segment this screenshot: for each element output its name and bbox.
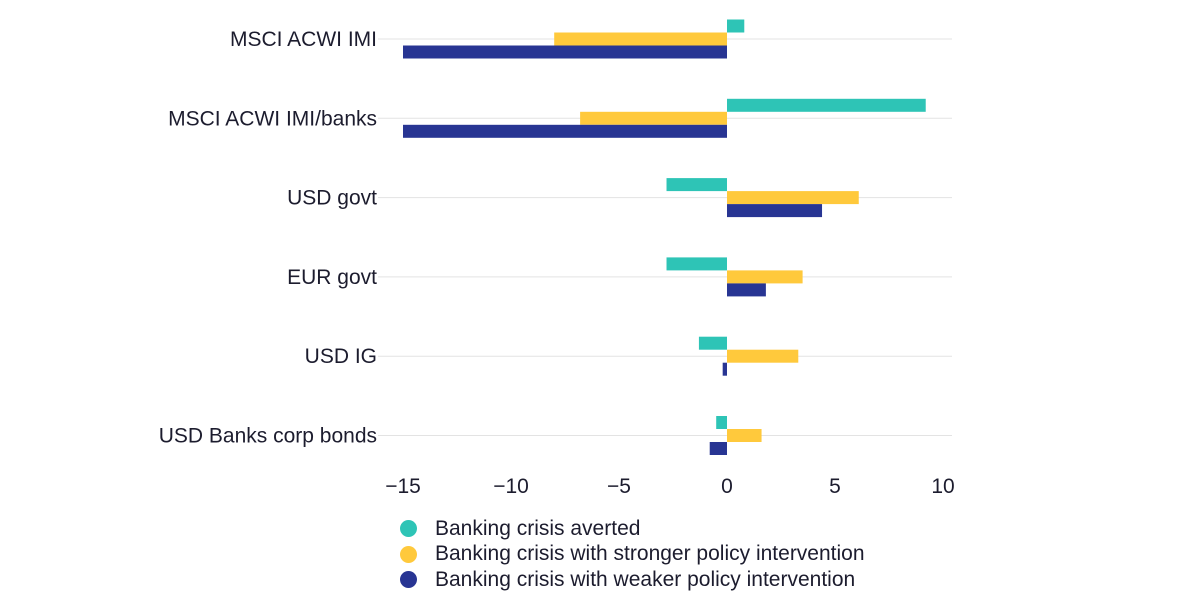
legend-item-stronger[interactable]: Banking crisis with stronger policy inte… — [400, 542, 865, 568]
legend-label: Banking crisis averted — [435, 516, 641, 540]
bars — [403, 19, 926, 455]
category-labels: MSCI ACWI IMI MSCI ACWI IMI/banks USD govt… — [159, 28, 377, 448]
legend-dot-stronger — [400, 545, 417, 563]
bar — [554, 32, 727, 46]
category-label: USD IG — [305, 345, 377, 368]
bar — [727, 283, 766, 297]
bar — [727, 349, 799, 363]
x-tick-label: −15 — [385, 475, 421, 498]
bar — [580, 111, 727, 125]
category-label: MSCI ACWI IMI — [230, 28, 377, 51]
x-tick-label: 10 — [931, 475, 954, 498]
bar — [727, 98, 926, 112]
x-tick-label: 5 — [829, 475, 841, 498]
bar — [403, 45, 727, 59]
category-label: USD govt — [287, 187, 377, 210]
bar — [727, 19, 745, 33]
category-label: EUR govt — [287, 266, 377, 289]
category-label: USD Banks corp bonds — [159, 425, 377, 448]
bar — [403, 124, 727, 138]
legend-item-averted[interactable]: Banking crisis averted — [400, 516, 865, 542]
bar — [666, 178, 727, 192]
bar — [727, 204, 823, 218]
legend-label: Banking crisis with stronger policy inte… — [435, 542, 865, 566]
legend-item-weaker[interactable]: Banking crisis with weaker policy interv… — [400, 567, 865, 593]
x-tick-label: −10 — [493, 475, 529, 498]
bar — [698, 336, 727, 350]
bar — [666, 257, 727, 271]
legend: Banking crisis averted Banking crisis wi… — [400, 516, 865, 593]
bar — [727, 270, 803, 284]
bar — [722, 362, 727, 376]
bar-chart: MSCI ACWI IMI MSCI ACWI IMI/banks USD govt… — [159, 19, 955, 498]
bar — [727, 429, 762, 442]
legend-dot-weaker — [400, 571, 417, 589]
legend-label: Banking crisis with weaker policy interv… — [435, 567, 856, 591]
x-tick-label: −5 — [607, 475, 631, 498]
bar — [709, 442, 727, 455]
x-axis-ticks: −15 −10 −5 0 5 10 — [385, 475, 954, 498]
x-tick-label: 0 — [721, 475, 733, 498]
bar — [716, 416, 727, 429]
category-label: MSCI ACWI IMI/banks — [168, 107, 377, 130]
bar — [727, 191, 859, 205]
gridlines — [378, 38, 952, 436]
legend-dot-averted — [400, 520, 417, 538]
